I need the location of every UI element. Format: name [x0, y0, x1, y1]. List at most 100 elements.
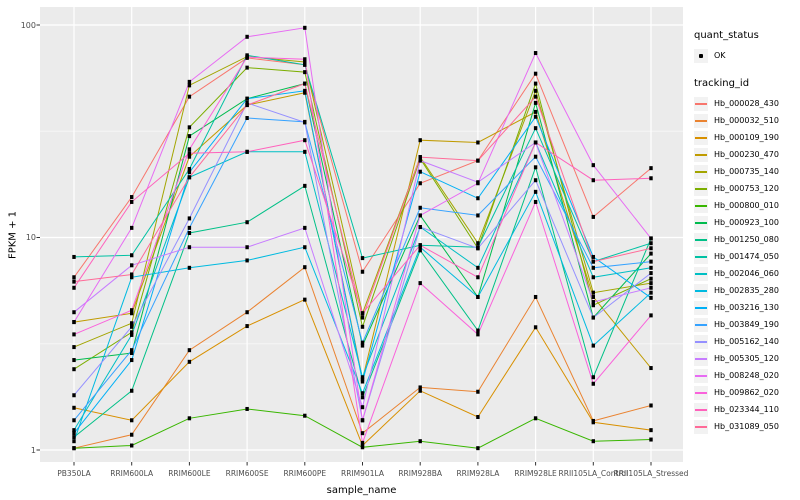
- data-point: [130, 272, 134, 277]
- data-point: [591, 439, 595, 444]
- legend-line-swatch: [695, 119, 707, 122]
- x-tick-label: RRIM600PE: [283, 469, 327, 478]
- data-point: [187, 167, 192, 172]
- data-point: [72, 285, 76, 290]
- legend-key-box: [694, 266, 708, 281]
- data-point: [130, 225, 134, 230]
- data-point: [245, 55, 249, 60]
- data-point: [591, 375, 595, 380]
- data-point: [72, 446, 76, 451]
- legend-item-Hb_001250_080: Hb_001250_080: [694, 231, 800, 248]
- legend-item-Hb_000800_010: Hb_000800_010: [694, 197, 800, 214]
- data-point: [245, 324, 249, 329]
- legend-item-Hb_001474_050: Hb_001474_050: [694, 248, 800, 265]
- data-point: [591, 265, 595, 270]
- data-point: [72, 275, 76, 280]
- legend-line-swatch: [695, 425, 707, 428]
- data-point: [245, 406, 249, 411]
- data-point: [130, 358, 134, 363]
- legend-item-label: Hb_005305_120: [714, 354, 779, 363]
- data-point: [130, 351, 134, 356]
- x-axis-title: sample_name: [326, 485, 397, 496]
- legend-item-label: Hb_000923_100: [714, 218, 779, 227]
- legend-key-box: [694, 334, 708, 349]
- data-point: [245, 245, 249, 250]
- data-point: [72, 431, 76, 436]
- ok-point-icon: [699, 53, 703, 58]
- data-point: [476, 196, 480, 201]
- data-point: [245, 149, 249, 154]
- data-point: [72, 367, 76, 372]
- data-point: [72, 345, 76, 350]
- data-point: [533, 88, 538, 93]
- data-point: [360, 324, 365, 329]
- data-point: [187, 94, 192, 99]
- data-point: [649, 271, 653, 276]
- legend-item-Hb_009862_020: Hb_009862_020: [694, 384, 800, 401]
- legend-item-label: Hb_031089_050: [714, 422, 779, 431]
- data-point: [418, 385, 422, 390]
- data-point: [649, 176, 653, 181]
- legend-key-box: [694, 317, 708, 332]
- data-point: [476, 389, 480, 394]
- data-point: [303, 265, 307, 270]
- legend-key-box: [694, 402, 708, 417]
- legend-key-box: [694, 283, 708, 298]
- data-point: [649, 166, 653, 171]
- data-point: [72, 428, 76, 433]
- legend-key-box: [694, 232, 708, 247]
- legend-line-swatch: [695, 272, 707, 275]
- data-point: [533, 51, 538, 56]
- data-point: [649, 281, 653, 286]
- data-point: [360, 391, 365, 396]
- data-point: [130, 330, 134, 335]
- legend-line-swatch: [695, 289, 707, 292]
- data-point: [245, 103, 249, 108]
- data-point: [130, 263, 134, 268]
- legend-key-box: [694, 368, 708, 383]
- data-point: [303, 120, 307, 125]
- data-point: [72, 358, 76, 363]
- data-point: [533, 94, 538, 99]
- data-point: [591, 303, 595, 308]
- data-point: [360, 269, 365, 274]
- y-tick-label: 100: [20, 20, 36, 30]
- legend-line-swatch: [695, 187, 707, 190]
- data-point: [418, 155, 422, 160]
- legend-key-box: [694, 419, 708, 434]
- data-point: [303, 81, 307, 86]
- data-point: [476, 140, 480, 145]
- data-point: [303, 70, 307, 75]
- data-point: [72, 310, 76, 315]
- legend-item-label: Hb_005162_140: [714, 337, 779, 346]
- legend-line-swatch: [695, 391, 707, 394]
- legend-line-swatch: [695, 323, 707, 326]
- data-point: [476, 332, 480, 337]
- legend-key-box: [694, 215, 708, 230]
- data-point: [418, 205, 422, 210]
- data-point: [360, 440, 365, 445]
- legend-item-label: Hb_009862_020: [714, 388, 779, 397]
- data-point: [476, 181, 480, 186]
- data-point: [72, 405, 76, 410]
- legend-item-Hb_000028_430: Hb_000028_430: [694, 95, 800, 112]
- data-point: [591, 420, 595, 425]
- data-point: [649, 313, 653, 318]
- data-point: [303, 62, 307, 67]
- data-point: [649, 290, 653, 295]
- x-tick-label: RRIM901LA: [341, 469, 384, 478]
- legend-line-swatch: [695, 204, 707, 207]
- data-point: [187, 225, 192, 230]
- legend-item-Hb_005162_140: Hb_005162_140: [694, 333, 800, 350]
- data-point: [476, 213, 480, 218]
- data-point: [187, 151, 192, 156]
- data-point: [72, 418, 76, 423]
- data-point: [591, 290, 595, 295]
- legend-item-Hb_000753_120: Hb_000753_120: [694, 180, 800, 197]
- legend-item-Hb_000230_470: Hb_000230_470: [694, 146, 800, 163]
- data-point: [591, 178, 595, 183]
- data-point: [72, 320, 76, 325]
- x-tick-label: RRIM600SE: [225, 469, 269, 478]
